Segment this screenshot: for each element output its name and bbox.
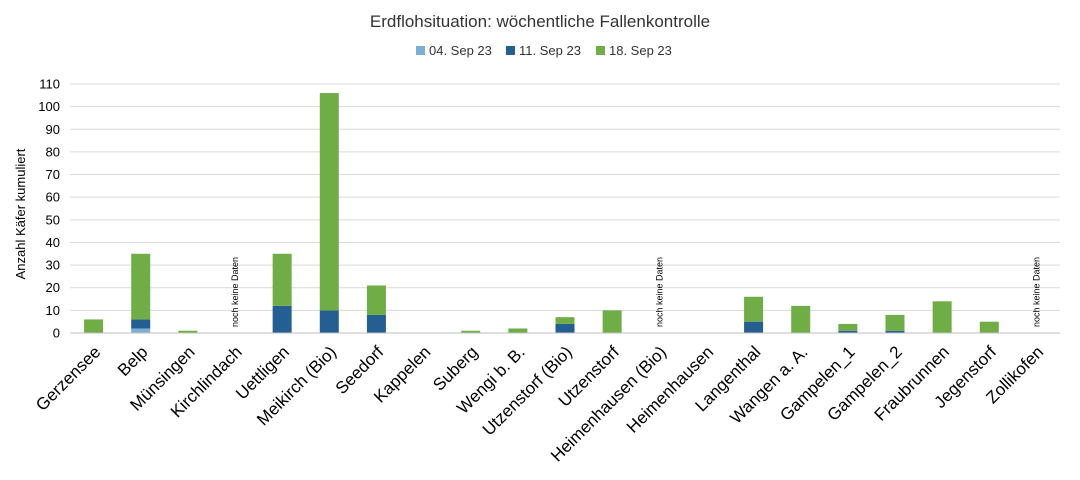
legend-swatch <box>506 46 515 55</box>
annotation-no-data: noch keine Daten <box>654 257 664 327</box>
bar-segment <box>508 328 528 333</box>
bar-segment <box>131 319 151 329</box>
y-axis-ticks: 0 10 20 30 40 50 60 70 80 90 100 110 <box>38 77 60 341</box>
annotation-no-data: noch keine Daten <box>1031 257 1041 327</box>
y-tick-label: 110 <box>39 77 60 92</box>
bar-segment <box>838 330 858 333</box>
bar-segment <box>885 330 905 333</box>
bar-segment <box>272 305 292 333</box>
bar-segment <box>791 305 811 333</box>
bar-segment <box>319 93 339 311</box>
legend-label: 11. Sep 23 <box>519 43 581 58</box>
bar-segment <box>272 253 292 306</box>
y-tick-label: 10 <box>46 303 60 318</box>
x-axis-ticks: Gerzensee BelpMünsingenKirchlindachUettli… <box>32 342 1047 465</box>
bar-segment <box>366 285 386 315</box>
bar-segment <box>366 314 386 333</box>
bar-segment <box>979 321 999 333</box>
bar-segment <box>178 330 198 333</box>
y-tick-label: 30 <box>46 258 60 273</box>
y-tick-label: 50 <box>46 212 60 227</box>
gridlines <box>70 83 1060 311</box>
bar-segment <box>84 319 104 333</box>
bar-segment <box>744 296 764 322</box>
y-tick-label: 40 <box>46 235 60 250</box>
bars <box>84 93 999 333</box>
chart-title: Erdflohsituation: wöchentliche Fallenkon… <box>370 12 710 31</box>
y-tick-label: 70 <box>46 167 60 182</box>
bar-segment <box>131 328 151 333</box>
y-axis-label: Anzahl Käfer kumuliert <box>13 148 28 279</box>
bar-segment <box>461 330 481 333</box>
x-tick-label: Belp <box>114 342 151 379</box>
y-tick-label: 80 <box>46 144 60 159</box>
bar-segment <box>555 317 575 324</box>
y-tick-label: 60 <box>46 190 60 205</box>
bar-segment <box>131 253 151 320</box>
legend-label: 04. Sep 23 <box>429 43 492 58</box>
bar-segment <box>602 310 622 333</box>
bar-segment <box>744 321 764 333</box>
y-tick-label: 20 <box>46 280 60 295</box>
y-tick-label: 0 <box>53 326 60 341</box>
legend-swatch <box>416 46 425 55</box>
bar-segment <box>555 323 575 333</box>
bar-segment <box>319 310 339 333</box>
y-tick-label: 90 <box>46 122 60 137</box>
legend-swatch <box>596 46 605 55</box>
annotation-no-data: noch keine Daten <box>230 257 240 327</box>
bar-segment <box>885 314 905 331</box>
annotations: noch keine Daten noch keine Daten noch kei… <box>230 257 1041 327</box>
y-tick-label: 100 <box>38 99 60 114</box>
bar-segment <box>838 323 858 331</box>
legend: 04. Sep 23 11. Sep 23 18. Sep 23 <box>416 43 672 58</box>
x-tick-label: Gerzensee <box>32 342 104 414</box>
bar-segment <box>932 301 952 333</box>
legend-label: 18. Sep 23 <box>609 43 672 58</box>
